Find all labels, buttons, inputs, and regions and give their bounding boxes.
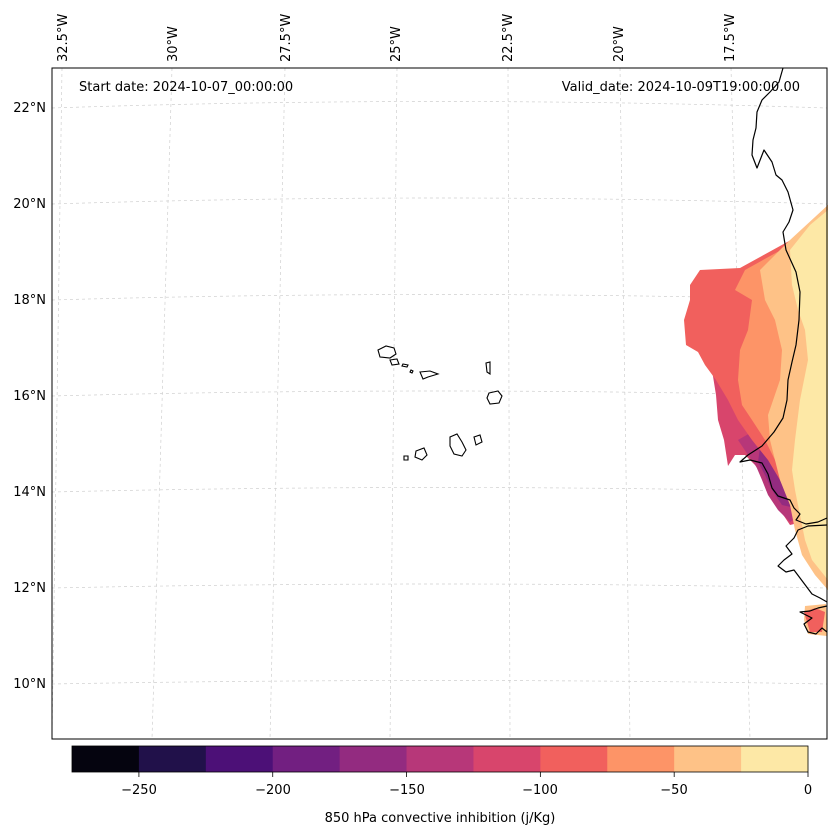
colorbar-bin [741,746,809,772]
lat-label: 20°N [13,197,46,212]
lon-label: 27.5°W [279,14,294,62]
colorbar-bin [607,746,675,772]
colorbar-bin [540,746,608,772]
latitude-labels: 22°N 20°N 18°N 16°N 14°N 12°N 10°N [13,101,46,692]
valid-date-label: Valid_date: 2024-10-09T19:00:00.00 [562,80,800,95]
lat-label: 16°N [13,389,46,404]
colorbar-tick-label: −50 [660,783,687,798]
lon-label: 17.5°W [723,14,738,62]
coastline [739,67,828,635]
map-frame [51,67,828,740]
cape-verde-islands [377,345,503,461]
colorbar-tick-label: 0 [804,783,812,798]
lat-label: 18°N [13,293,46,308]
cin-field [684,205,828,636]
colorbar-bin [205,746,274,772]
start-date-label: Start date: 2024-10-07_00:00:00 [79,80,293,95]
colorbar-bin [406,746,474,772]
colorbar-tick-label: −200 [255,783,291,798]
colorbar: −250 −200 −150 −100 −50 0 850 hPa convec… [71,745,812,826]
colorbar-bin [473,746,541,772]
colorbar-ticks [138,772,809,777]
lat-label: 10°N [13,677,46,692]
colorbar-bin [72,746,140,772]
colorbar-tick-label: −250 [121,783,157,798]
colorbar-bin [272,746,341,772]
colorbar-bin [138,746,207,772]
longitude-labels: 32.5°W 30°W 27.5°W 25°W 22.5°W 20°W 17.5… [56,14,738,62]
graticule [51,67,828,740]
lon-label: 25°W [389,26,404,62]
colorbar-tick-label: −150 [389,783,425,798]
colorbar-bin [339,746,408,772]
lon-label: 32.5°W [56,14,71,62]
cin-region [804,608,825,632]
lon-label: 22.5°W [501,14,516,62]
lon-label: 30°W [166,26,181,62]
colorbar-bins [72,746,809,772]
colorbar-frame [71,745,809,773]
colorbar-bin [674,746,742,772]
colorbar-title: 850 hPa convective inhibition (j/Kg) [325,811,556,826]
lat-label: 12°N [13,581,46,596]
lat-label: 22°N [13,101,46,116]
lat-label: 14°N [13,485,46,500]
lon-label: 20°W [612,26,627,62]
colorbar-tick-label: −100 [522,783,558,798]
